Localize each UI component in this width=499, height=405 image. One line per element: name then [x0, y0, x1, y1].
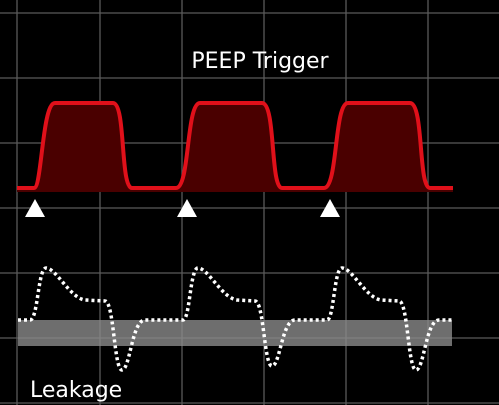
trigger-marker — [177, 199, 197, 217]
peep-trigger-label: PEEP Trigger — [191, 49, 329, 74]
trigger-marker — [25, 199, 45, 217]
leakage-band — [18, 320, 452, 346]
leakage-label: Leakage — [30, 378, 122, 403]
flow-curve — [18, 266, 452, 372]
pressure-fill — [17, 103, 453, 192]
pressure-curve — [17, 101, 453, 190]
trigger-marker — [320, 199, 340, 217]
